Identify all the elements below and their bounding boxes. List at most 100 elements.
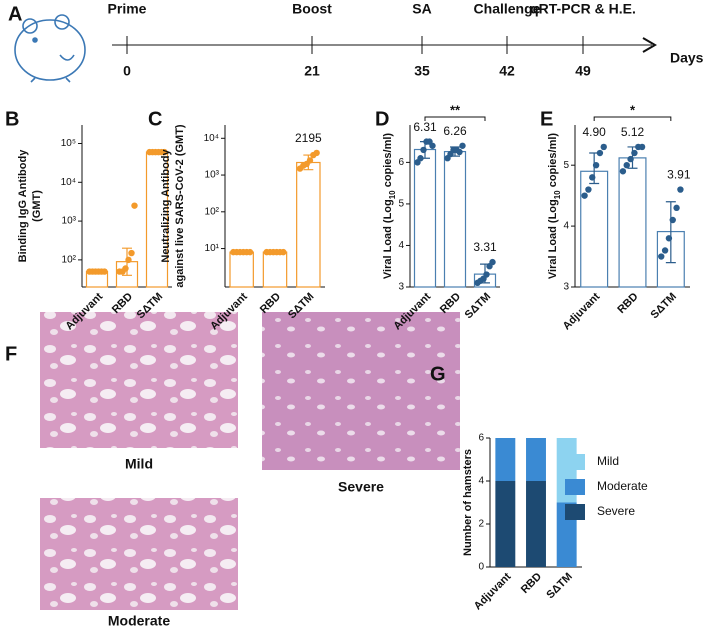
y-axis-label-part: 10 xyxy=(388,190,397,199)
data-point xyxy=(623,161,630,169)
data-point xyxy=(420,146,427,154)
panel-label: C xyxy=(148,108,162,130)
timeline-unit: Days xyxy=(670,50,704,66)
image-label: Severe xyxy=(338,479,384,495)
data-point xyxy=(125,256,132,264)
data-point xyxy=(638,143,646,151)
data-point xyxy=(596,149,604,157)
y-axis-label-part: copies/ml) xyxy=(382,133,394,191)
data-point xyxy=(280,248,287,256)
data-point xyxy=(246,248,254,256)
y-tick-label: 6 xyxy=(398,157,404,168)
significance-bracket xyxy=(593,116,672,121)
y-tick-label: 10³ xyxy=(205,170,220,181)
y-axis-label-line: against live SARS-CoV-2 (GMT) xyxy=(174,124,186,288)
histology-image xyxy=(40,498,238,610)
y-axis-label-part: copies/ml) xyxy=(547,133,559,191)
x-tick-label: Adjuvant xyxy=(472,570,514,612)
data-point xyxy=(131,202,138,209)
y-tick-label: 6 xyxy=(478,433,484,444)
y-axis-label-part: 10 xyxy=(553,190,562,199)
data-point xyxy=(592,161,600,169)
legend-label: Severe xyxy=(597,504,635,518)
histology-image xyxy=(262,312,460,470)
event-label: SA xyxy=(412,1,431,17)
y-axis-label: Binding IgG Antibody (GMT) xyxy=(17,149,43,263)
bar xyxy=(296,161,321,288)
bar xyxy=(229,251,254,288)
legend-label: Mild xyxy=(597,454,619,468)
y-tick-label: 10⁴ xyxy=(61,177,76,188)
data-point xyxy=(161,148,168,156)
bar-segment xyxy=(526,438,546,481)
timeline-arrow xyxy=(642,37,657,53)
y-tick-label: 3 xyxy=(398,282,404,293)
data-point xyxy=(585,186,592,193)
data-point xyxy=(581,192,588,199)
data-point xyxy=(459,142,466,149)
bar xyxy=(443,150,467,288)
y-axis-label-line: (GMT) xyxy=(31,190,43,222)
y-tick-label: 4 xyxy=(563,221,569,232)
x-tick-label: RBD xyxy=(519,571,544,596)
y-axis-label: Viral Load (Log10 copies/ml) xyxy=(382,133,397,280)
value-label: 3.91 xyxy=(667,168,691,182)
data-point xyxy=(429,142,436,149)
value-label: 6.31 xyxy=(413,120,437,134)
bar-segment xyxy=(495,481,516,567)
y-tick-label: 4 xyxy=(478,476,484,487)
data-point xyxy=(627,155,634,163)
panel-label: B xyxy=(5,108,19,130)
panel-label: F xyxy=(5,343,17,365)
x-tick-label: SΔTM xyxy=(649,291,680,322)
legend-label: Moderate xyxy=(597,479,648,493)
y-tick-label: 0 xyxy=(478,562,484,573)
y-tick-label: 5 xyxy=(398,199,404,210)
value-label: 2195 xyxy=(295,131,322,145)
data-point xyxy=(483,271,490,278)
error-bar xyxy=(665,201,676,264)
legend-swatch xyxy=(565,454,585,470)
panel-label: A xyxy=(8,3,22,25)
y-tick-label: 10³ xyxy=(62,216,77,227)
y-tick-label: 3 xyxy=(563,282,569,293)
x-tick-label: SΔTM xyxy=(463,291,494,322)
y-tick-label: 10² xyxy=(205,206,220,217)
day-label: 49 xyxy=(575,63,591,79)
day-label: 42 xyxy=(499,63,515,79)
hamster-icon xyxy=(14,14,86,83)
bar xyxy=(618,157,647,288)
day-label: 0 xyxy=(123,63,131,79)
y-axis-label-part: Viral Load (Log xyxy=(382,199,394,279)
data-point xyxy=(600,143,607,151)
histology-image xyxy=(40,312,238,448)
event-label: Prime xyxy=(108,1,147,17)
day-label: 35 xyxy=(414,63,430,79)
bar-segment xyxy=(495,438,516,481)
y-axis-label-line: Binding IgG Antibody xyxy=(17,149,29,263)
y-tick-label: 10⁵ xyxy=(61,138,76,149)
data-point xyxy=(677,186,684,193)
y-tick-label: 5 xyxy=(563,160,569,171)
y-axis-label: Neutralizing Antibody against live SARS-C… xyxy=(160,124,186,288)
bar xyxy=(413,148,437,288)
y-tick-label: 10⁴ xyxy=(204,133,219,144)
data-point xyxy=(128,249,135,257)
data-point xyxy=(673,204,680,212)
data-point xyxy=(669,216,676,224)
data-point xyxy=(658,253,665,260)
event-label: Challenge xyxy=(474,1,541,17)
y-axis-label-line: Neutralizing Antibody xyxy=(160,148,172,262)
y-tick-label: 10² xyxy=(62,255,77,266)
y-axis-label-part: Viral Load (Log xyxy=(547,199,559,279)
data-point xyxy=(417,155,424,162)
y-tick-label: 4 xyxy=(398,240,404,251)
y-axis-label-line: Number of hamsters xyxy=(462,449,474,556)
x-tick-label: SΔTM xyxy=(544,571,575,602)
significance-label: ** xyxy=(450,102,461,117)
panel-label: E xyxy=(540,108,553,130)
data-point xyxy=(489,258,496,266)
data-point xyxy=(306,157,314,164)
value-label: 5.12 xyxy=(621,125,645,139)
